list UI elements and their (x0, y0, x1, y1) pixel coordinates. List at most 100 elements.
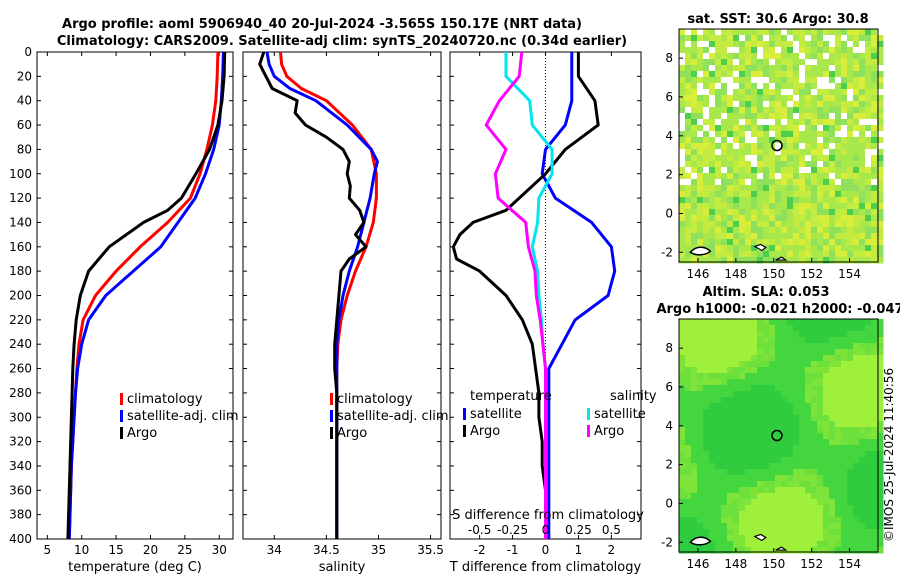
heatmap-cell (841, 245, 848, 252)
heatmap-cell (733, 221, 740, 228)
heatmap-cell (769, 191, 776, 198)
heatmap-cell (685, 251, 692, 258)
heatmap-cell (859, 409, 866, 416)
heatmap-cell (811, 505, 818, 512)
series-line-argo (66, 51, 227, 540)
heatmap-cell (685, 487, 692, 494)
heatmap-cell (769, 445, 776, 452)
heatmap-cell (829, 71, 836, 78)
heatmap-cell (721, 83, 728, 90)
heatmap-cell (835, 349, 842, 356)
y-tick-label: 80 (17, 142, 32, 156)
heatmap-cell (799, 71, 806, 78)
heatmap-cell (793, 257, 800, 264)
heatmap-cell (847, 337, 854, 344)
heatmap-cell (769, 155, 776, 162)
heatmap-cell (745, 457, 752, 464)
heatmap-cell (775, 227, 782, 234)
heatmap-cell (703, 89, 710, 96)
heatmap-cell (721, 29, 728, 36)
heatmap-cell (787, 463, 794, 470)
heatmap-cell (685, 457, 692, 464)
heatmap-cell (859, 179, 866, 186)
heatmap-cell (775, 523, 782, 530)
heatmap-cell (823, 257, 830, 264)
heatmap-cell (691, 65, 698, 72)
heatmap-cell (823, 529, 830, 536)
heatmap-cell (853, 113, 860, 120)
heatmap-cell (727, 179, 734, 186)
heatmap-cell (865, 469, 872, 476)
heatmap-cell (829, 137, 836, 144)
heatmap-cell (787, 71, 794, 78)
heatmap-cell (709, 481, 716, 488)
series-line-satellite-adj-clim (67, 51, 225, 540)
heatmap-cell (877, 511, 884, 518)
heatmap-cell (865, 119, 872, 126)
heatmap-cell (787, 523, 794, 530)
heatmap-cell (775, 433, 782, 440)
heatmap-cell (793, 197, 800, 204)
heatmap-cell (781, 535, 788, 542)
heatmap-cell (763, 529, 770, 536)
heatmap-cell (757, 409, 764, 416)
heatmap-cell (775, 319, 782, 326)
heatmap-cell (865, 445, 872, 452)
heatmap-cell (775, 481, 782, 488)
heatmap-cell (877, 379, 884, 386)
heatmap-cell (769, 149, 776, 156)
heatmap-cell (757, 59, 764, 66)
heatmap-cell (727, 535, 734, 542)
heatmap-cell (745, 331, 752, 338)
heatmap-cell (781, 511, 788, 518)
heatmap-cell (793, 349, 800, 356)
heatmap-cell (727, 65, 734, 72)
heatmap-cell (733, 83, 740, 90)
heatmap-cell (763, 445, 770, 452)
heatmap-cell (859, 239, 866, 246)
heatmap-cell (733, 209, 740, 216)
heatmap-cell (859, 367, 866, 374)
heatmap-cell (679, 535, 686, 542)
heatmap-cell (709, 433, 716, 440)
heatmap-cell (691, 221, 698, 228)
heatmap-cell (829, 179, 836, 186)
heatmap-cell (799, 457, 806, 464)
heatmap-cell (697, 179, 704, 186)
heatmap-cell (823, 47, 830, 54)
heatmap-cell (877, 65, 884, 72)
heatmap-cell (781, 469, 788, 476)
heatmap-cell (805, 65, 812, 72)
legend-swatch (120, 410, 123, 422)
heatmap-cell (769, 535, 776, 542)
heatmap-cell (685, 71, 692, 78)
heatmap-cell (721, 179, 728, 186)
heatmap-cell (829, 487, 836, 494)
heatmap-cell (775, 499, 782, 506)
heatmap-cell (727, 385, 734, 392)
heatmap-cell (745, 475, 752, 482)
heatmap-cell (763, 47, 770, 54)
heatmap-cell (763, 107, 770, 114)
heatmap-cell (817, 131, 824, 138)
heatmap-cell (829, 391, 836, 398)
heatmap-cell (841, 511, 848, 518)
heatmap-cell (745, 367, 752, 374)
heatmap-cell (871, 343, 878, 350)
heatmap-cell (775, 349, 782, 356)
heatmap-cell (829, 209, 836, 216)
heatmap-cell (763, 185, 770, 192)
heatmap-cell (769, 35, 776, 42)
heatmap-cell (769, 367, 776, 374)
heatmap-cell (859, 119, 866, 126)
heatmap-cell (727, 367, 734, 374)
heatmap-cell (691, 457, 698, 464)
heatmap-cell (811, 239, 818, 246)
heatmap-cell (685, 41, 692, 48)
heatmap-cell (811, 445, 818, 452)
heatmap-cell (829, 529, 836, 536)
heatmap-cell (859, 487, 866, 494)
heatmap-cell (721, 427, 728, 434)
heatmap-cell (805, 173, 812, 180)
heatmap-cell (721, 517, 728, 524)
